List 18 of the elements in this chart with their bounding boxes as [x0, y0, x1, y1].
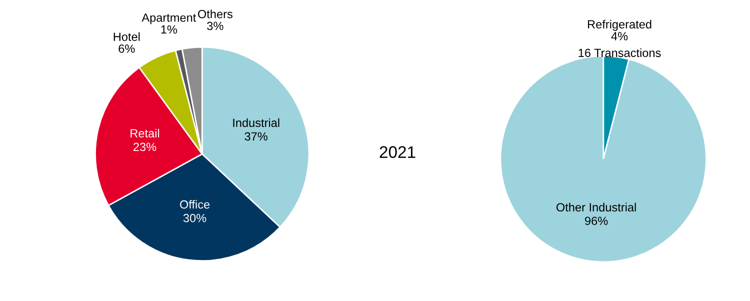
data-label: 37% — [244, 132, 268, 141]
slice-label: Other Industrial — [556, 202, 636, 212]
data-label: 3% — [207, 22, 224, 30]
data-label: 6% — [118, 44, 135, 53]
slice-label: Industrial — [233, 118, 280, 127]
data-label: 23% — [134, 142, 156, 152]
data-label: 4% — [611, 32, 628, 40]
slice-label: Retail — [130, 128, 160, 138]
slice-label: Others — [198, 10, 232, 18]
text: 16 Transactions — [578, 48, 661, 58]
slice-label: Apartment — [142, 14, 196, 24]
slice-label: Office — [180, 200, 210, 209]
text: 2021 — [380, 146, 416, 158]
data-label: 30% — [183, 214, 206, 222]
data-label: 96% — [585, 216, 608, 226]
slice-label: Refrigerated — [588, 20, 652, 31]
data-label: 1% — [161, 25, 178, 34]
slice-label: Hotel — [114, 32, 140, 41]
